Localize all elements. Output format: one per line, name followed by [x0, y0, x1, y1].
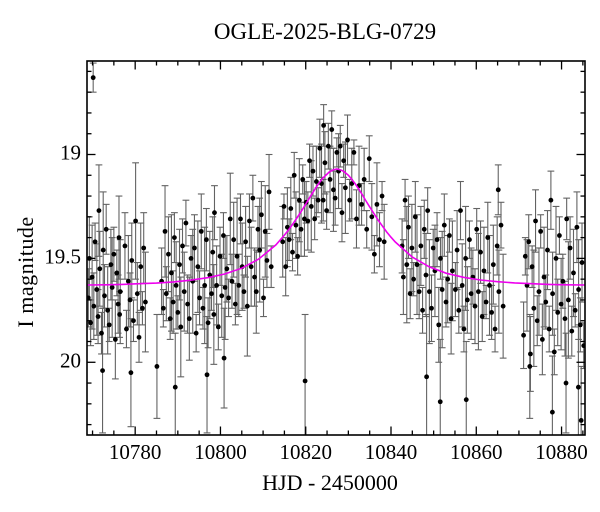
- x-tick-label: 10820: [279, 440, 332, 464]
- model-curve: [87, 168, 585, 286]
- x-axis-label: HJD - 2450000: [262, 470, 398, 495]
- y-tick-label: 19.5: [44, 244, 81, 268]
- axis-ticks: [87, 61, 585, 435]
- plot-frame: [86, 60, 586, 436]
- chart-title: OGLE-2025-BLG-0729: [213, 19, 437, 44]
- x-tick-label: 10880: [535, 440, 588, 464]
- error-bars: [87, 62, 585, 435]
- y-axis-label: I magnitude: [13, 216, 38, 328]
- y-tick-label: 20: [60, 348, 81, 372]
- y-tick-label: 19: [60, 141, 81, 165]
- data-points: [87, 75, 585, 423]
- x-tick-label: 10780: [109, 440, 162, 464]
- x-tick-label: 10860: [450, 440, 503, 464]
- x-tick-label: 10800: [194, 440, 247, 464]
- data-layer: [87, 62, 585, 435]
- x-tick-label: 10840: [365, 440, 418, 464]
